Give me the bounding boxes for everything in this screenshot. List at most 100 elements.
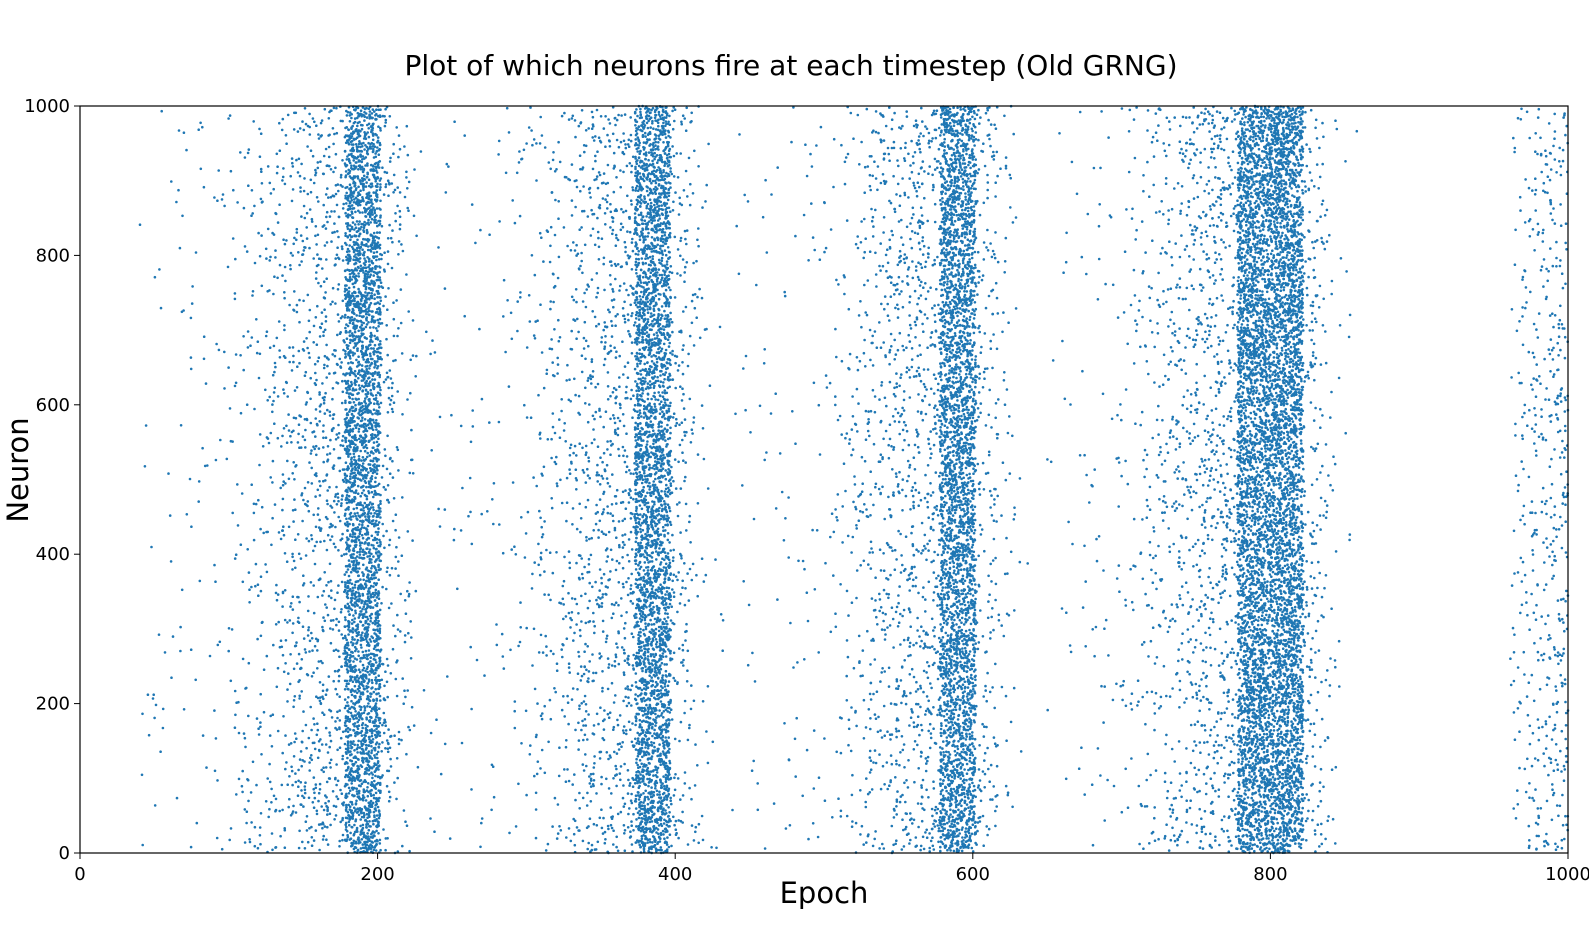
spike-point bbox=[335, 107, 338, 110]
spike-point bbox=[352, 482, 355, 485]
spike-point bbox=[373, 353, 376, 356]
spike-point bbox=[364, 790, 367, 793]
spike-point bbox=[346, 497, 349, 500]
spike-point bbox=[385, 183, 388, 186]
spike-point bbox=[294, 538, 297, 541]
spike-point bbox=[350, 700, 353, 703]
spike-point bbox=[377, 789, 380, 792]
spike-point bbox=[255, 503, 258, 506]
spike-point bbox=[379, 627, 382, 630]
spike-point bbox=[365, 407, 368, 410]
spike-point bbox=[353, 453, 356, 456]
spike-point bbox=[329, 414, 332, 417]
spike-point bbox=[307, 125, 310, 128]
spike-point bbox=[401, 845, 404, 848]
spike-point bbox=[285, 381, 288, 384]
spike-point bbox=[293, 699, 296, 702]
spike-point bbox=[369, 215, 372, 218]
spike-point bbox=[340, 502, 343, 505]
spike-point bbox=[369, 620, 372, 623]
spike-point bbox=[365, 313, 368, 316]
spike-point bbox=[364, 267, 367, 270]
spike-point bbox=[348, 607, 351, 610]
spike-point bbox=[363, 603, 366, 606]
spike-point bbox=[314, 645, 317, 648]
spike-point bbox=[379, 502, 382, 505]
spike-point bbox=[281, 809, 284, 812]
spike-point bbox=[349, 149, 352, 152]
spike-point bbox=[291, 157, 294, 160]
spike-point bbox=[228, 627, 231, 630]
spike-point bbox=[308, 356, 311, 359]
spike-point bbox=[355, 841, 358, 844]
spike-point bbox=[388, 800, 391, 803]
spike-point bbox=[366, 298, 369, 301]
spike-point bbox=[344, 242, 347, 245]
spike-point bbox=[351, 212, 354, 215]
spike-point bbox=[361, 757, 364, 760]
spike-point bbox=[362, 223, 365, 226]
spike-point bbox=[374, 481, 377, 484]
spike-point bbox=[405, 176, 408, 179]
spike-point bbox=[374, 145, 377, 148]
spike-point bbox=[372, 523, 375, 526]
spike-point bbox=[347, 597, 350, 600]
spike-point bbox=[350, 512, 353, 515]
spike-point bbox=[371, 244, 374, 247]
spike-point bbox=[362, 379, 365, 382]
spike-point bbox=[372, 446, 375, 449]
spike-point bbox=[353, 176, 356, 179]
spike-point bbox=[324, 620, 327, 623]
spike-point bbox=[365, 429, 368, 432]
spike-point bbox=[316, 722, 319, 725]
spike-point bbox=[346, 412, 349, 415]
spike-point bbox=[353, 824, 356, 827]
spike-point bbox=[375, 792, 378, 795]
spike-point bbox=[341, 439, 344, 442]
spike-point bbox=[183, 131, 186, 134]
spike-point bbox=[367, 142, 370, 145]
spike-point bbox=[347, 716, 350, 719]
spike-point bbox=[358, 567, 361, 570]
spike-point bbox=[352, 842, 355, 845]
spike-point bbox=[170, 180, 173, 183]
spike-point bbox=[338, 680, 341, 683]
spike-point bbox=[235, 793, 238, 796]
spike-point bbox=[385, 588, 388, 591]
spike-point bbox=[367, 512, 370, 515]
spike-point bbox=[326, 221, 329, 224]
spike-point bbox=[369, 115, 372, 118]
spike-point bbox=[405, 753, 408, 756]
spike-point bbox=[324, 412, 327, 415]
spike-point bbox=[362, 254, 365, 257]
spike-point bbox=[322, 334, 325, 337]
spike-point bbox=[291, 784, 294, 787]
spike-point bbox=[372, 592, 375, 595]
spike-point bbox=[354, 678, 357, 681]
spike-point bbox=[348, 549, 351, 552]
spike-point bbox=[350, 339, 353, 342]
spike-point bbox=[259, 693, 262, 696]
spike-point bbox=[364, 533, 367, 536]
spike-point bbox=[355, 717, 358, 720]
spike-point bbox=[377, 725, 380, 728]
spike-point bbox=[333, 649, 336, 652]
spike-point bbox=[339, 719, 342, 722]
spike-point bbox=[276, 172, 279, 175]
spike-point bbox=[383, 547, 386, 550]
spike-point bbox=[296, 311, 299, 314]
spike-point bbox=[350, 167, 353, 170]
spike-point bbox=[257, 499, 260, 502]
spike-point bbox=[367, 307, 370, 310]
spike-point bbox=[365, 547, 368, 550]
spike-point bbox=[154, 804, 157, 807]
spike-point bbox=[376, 311, 379, 314]
spike-point bbox=[335, 184, 338, 187]
spike-point bbox=[345, 461, 348, 464]
spike-point bbox=[376, 714, 379, 717]
spike-point bbox=[241, 770, 244, 773]
spike-point bbox=[379, 695, 382, 698]
spike-point bbox=[360, 486, 363, 489]
spike-point bbox=[351, 389, 354, 392]
spike-point bbox=[363, 175, 366, 178]
